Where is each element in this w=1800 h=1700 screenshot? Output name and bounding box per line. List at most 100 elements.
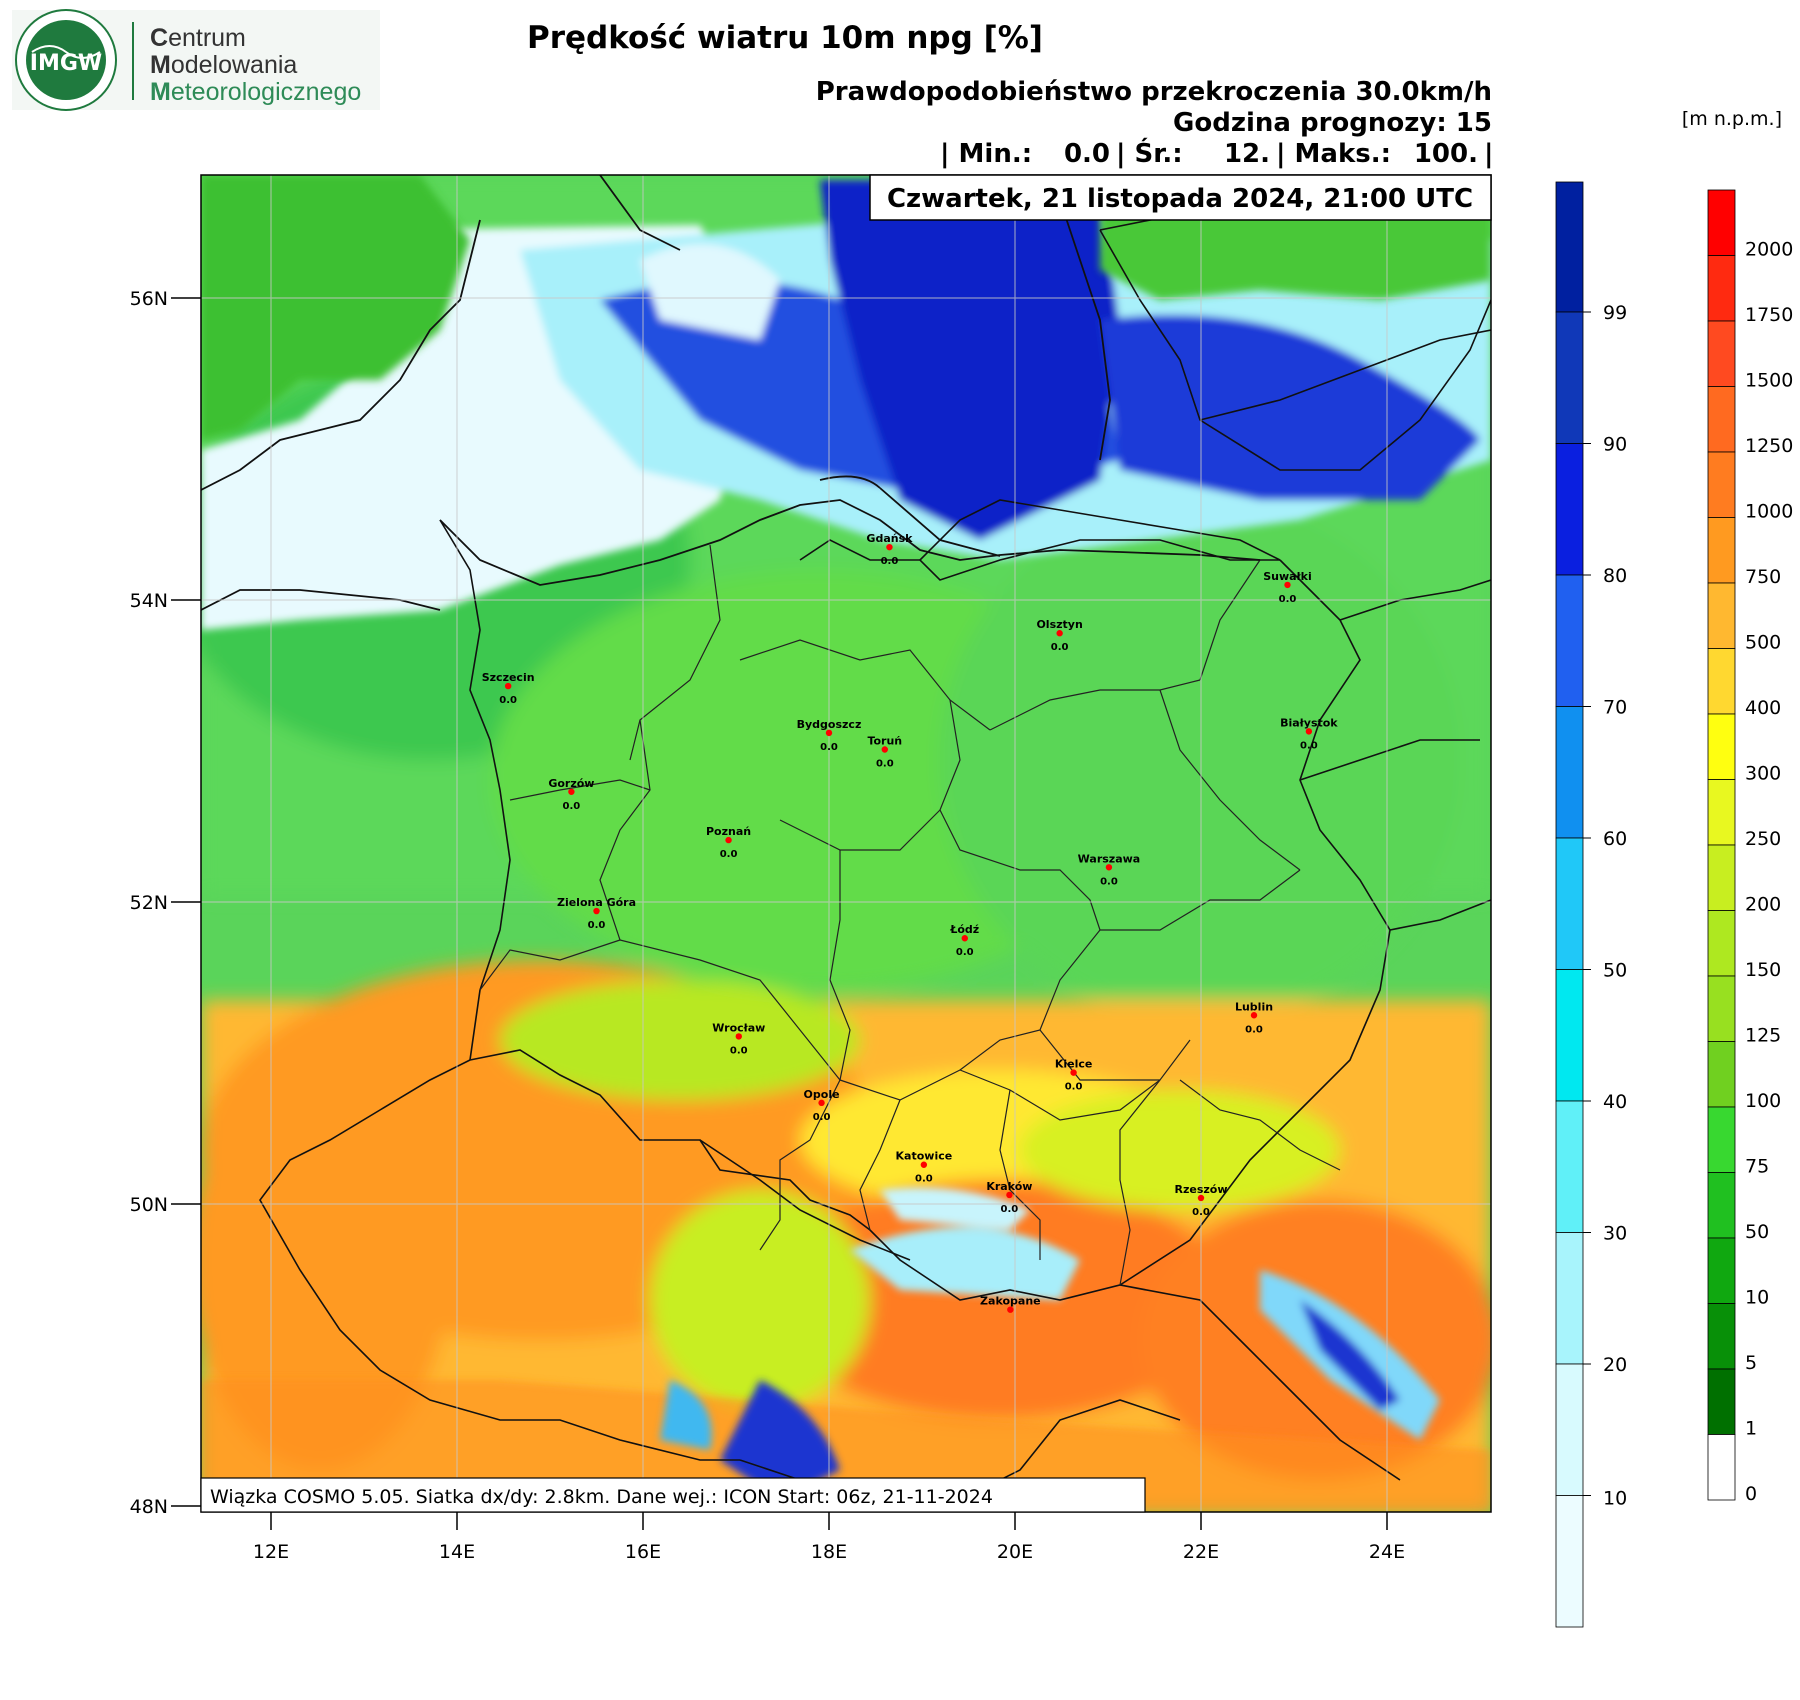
lon-axis: 12E 14E 16E 18E 20E 22E 24E: [253, 1512, 1405, 1563]
elevation-color-step: [1707, 1303, 1736, 1370]
elevation-label: 500: [1745, 632, 1781, 654]
city-name: Łódź: [949, 923, 979, 936]
city-4: Bydgoszcz 0.0: [797, 718, 862, 753]
forecast-hour: Godzina prognozy: 15: [1173, 108, 1492, 138]
city-value: 0.0: [499, 695, 517, 706]
map-title: Prędkość wiatru 10m npg [%]: [527, 20, 1043, 56]
city-dot: [1284, 581, 1291, 589]
prob-color-step: [1555, 574, 1584, 707]
prob-label: 20: [1603, 1354, 1627, 1376]
graticule: [201, 175, 1491, 1512]
lat-label-48n: 48N: [130, 1496, 168, 1518]
city-11: Łódź 0.0: [949, 923, 979, 958]
date-box: Czwartek, 21 listopada 2024, 21:00 UTC: [869, 174, 1492, 221]
elevation-unit: [m n.p.m.]: [1682, 108, 1782, 130]
elevation-color-step: [1707, 582, 1736, 649]
city-dot: [593, 907, 600, 915]
city-value: 0.0: [915, 1174, 933, 1185]
city-value: 0.0: [1065, 1082, 1083, 1093]
date-label: Czwartek, 21 listopada 2024, 21:00 UTC: [887, 184, 1473, 214]
map-area: [201, 175, 1491, 1512]
elevation-label: 125: [1745, 1025, 1781, 1047]
city-dot: [920, 1161, 928, 1168]
city-value: 0.0: [1051, 642, 1069, 653]
city-name: Zielona Góra: [557, 896, 636, 909]
city-17: Kraków 0.0: [986, 1180, 1032, 1215]
city-value: 0.0: [813, 1112, 831, 1123]
logo-line-3: Meteorologicznego: [150, 78, 361, 106]
elevation-color-step: [1707, 1172, 1736, 1239]
city-dot: [1105, 864, 1113, 871]
city-dot: [504, 682, 512, 690]
elevation-label: 1: [1745, 1418, 1757, 1440]
city-value: 0.0: [820, 742, 838, 753]
city-3: Szczecin 0.0: [482, 671, 535, 706]
city-dot: [735, 1033, 742, 1040]
lon-label-22e: 22E: [1183, 1541, 1219, 1563]
city-name: Białystok: [1280, 716, 1338, 729]
elevation-colorbar: 2000175015001250100075050040030025020015…: [1707, 189, 1793, 1505]
elevation-label: 1500: [1745, 370, 1793, 392]
elevation-color-step: [1707, 844, 1736, 911]
elevation-color-step: [1707, 1106, 1736, 1173]
elevation-color-step: [1707, 320, 1736, 387]
city-0: Gdańsk 0.0: [866, 532, 913, 567]
svg-text:| Śr.:: | Śr.:: [1116, 137, 1183, 169]
prob-label: 99: [1603, 302, 1627, 324]
city-12: Lublin 0.0: [1235, 1000, 1273, 1035]
city-16: Katowice 0.0: [896, 1150, 953, 1185]
elevation-label: 0: [1745, 1483, 1757, 1505]
city-name: Olsztyn: [1036, 618, 1082, 631]
prob-label: 60: [1603, 828, 1627, 850]
elevation-label: 50: [1745, 1221, 1769, 1243]
elevation-label: 75: [1745, 1156, 1769, 1178]
city-10: Zielona Góra 0.0: [557, 896, 636, 931]
elevation-label: 5: [1745, 1352, 1757, 1374]
prob-color-step: [1555, 969, 1584, 1102]
prob-color-step: [1555, 706, 1584, 839]
map-subtitle: Prawdopodobieństwo przekroczenia 30.0km/…: [816, 77, 1492, 107]
city-dot: [1056, 630, 1063, 637]
city-value: 0.0: [1245, 1024, 1263, 1035]
city-name: Warszawa: [1078, 852, 1141, 865]
city-name: Poznań: [706, 825, 751, 838]
city-dot: [825, 729, 833, 737]
city-dot: [568, 788, 575, 795]
svg-text:| Min.:: | Min.:: [940, 139, 1032, 169]
city-name: Katowice: [896, 1150, 953, 1163]
elevation-label: 1000: [1745, 501, 1793, 523]
elevation-label: 400: [1745, 697, 1781, 719]
city-dot: [961, 935, 968, 942]
svg-text:12.: 12.: [1224, 139, 1270, 169]
city-2: Olsztyn 0.0: [1036, 618, 1082, 653]
prob-label: 90: [1603, 434, 1627, 456]
elevation-color-step: [1707, 255, 1736, 322]
svg-text:100.: 100.: [1414, 139, 1478, 169]
elevation-label: 2000: [1745, 239, 1793, 261]
city-dot: [886, 543, 893, 551]
elevation-label: 150: [1745, 959, 1781, 981]
elevation-color-step: [1707, 648, 1736, 715]
voivodeship-borders: [479, 544, 1341, 1286]
city-name: Bydgoszcz: [797, 718, 862, 731]
elevation-color-step: [1707, 713, 1736, 780]
stats-line: | Min.: 0.0 | Śr.: 12. | Maks.: 100. |: [940, 137, 1494, 169]
city-name: Lublin: [1235, 1000, 1273, 1013]
city-name: Suwałki: [1263, 570, 1312, 583]
prob-color-step: [1555, 837, 1584, 970]
coastline: [201, 175, 1261, 611]
city-value: 0.0: [876, 758, 894, 769]
city-dot: [1006, 1191, 1013, 1199]
city-13: Wrocław 0.0: [712, 1021, 765, 1056]
lon-label-16e: 16E: [625, 1541, 661, 1563]
city-dot: [725, 836, 732, 844]
elevation-label: 200: [1745, 894, 1781, 916]
lat-label-56n: 56N: [130, 288, 168, 310]
prob-color-step: [1555, 443, 1584, 576]
elevation-color-step: [1707, 1041, 1736, 1108]
prob-label: 50: [1603, 960, 1627, 982]
prob-color-step: [1555, 1232, 1584, 1365]
city-name: Gdańsk: [866, 532, 913, 545]
prob-color-step: [1555, 1495, 1584, 1628]
city-15: Opole 0.0: [804, 1088, 840, 1123]
